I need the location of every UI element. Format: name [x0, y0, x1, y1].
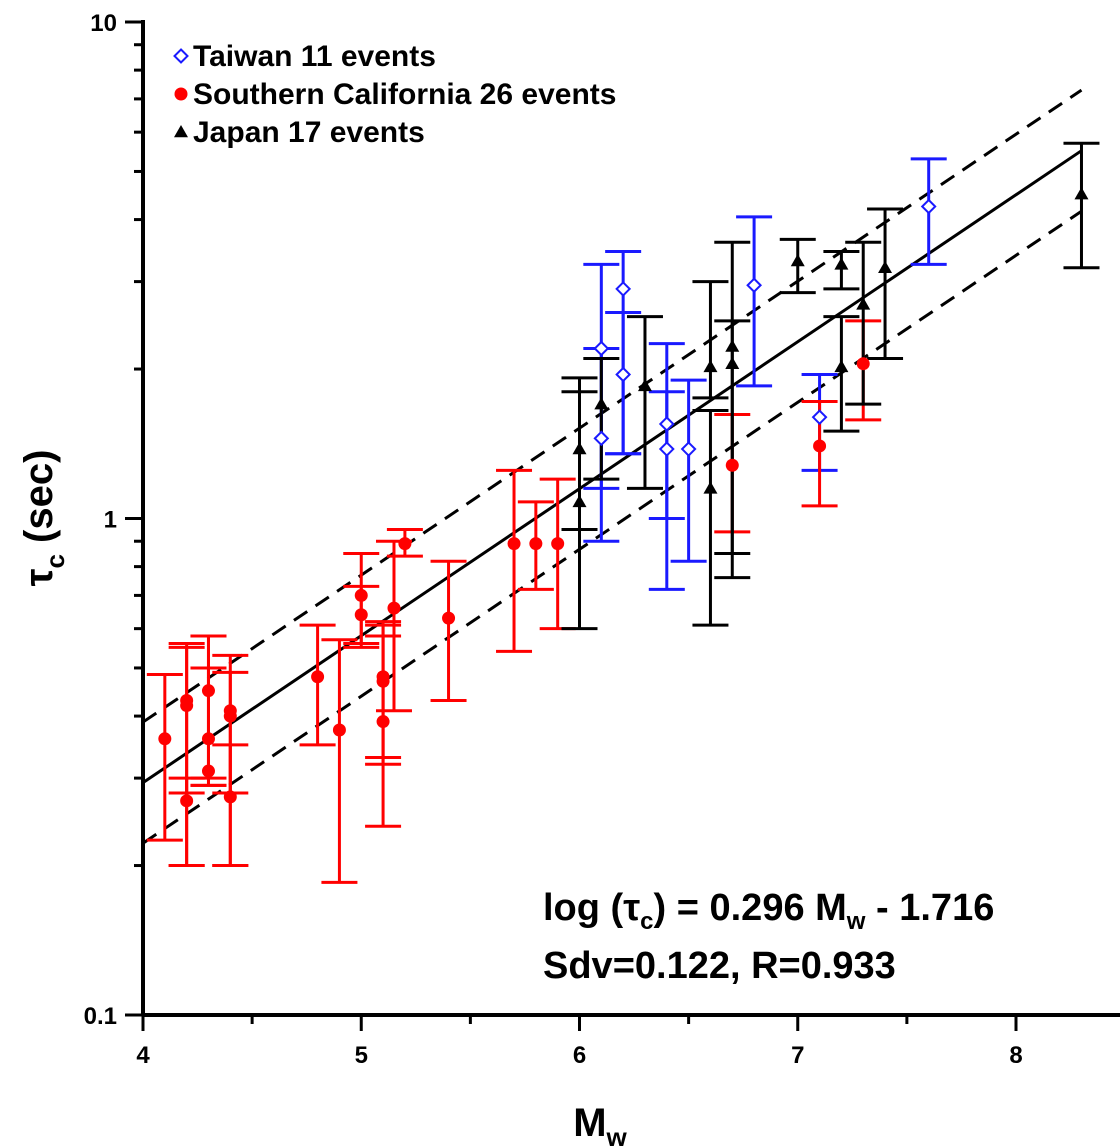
data-point-taiwan: [173, 48, 189, 64]
fit-equation: log (τc) = 0.296 Mw - 1.716: [543, 887, 994, 935]
eq-suffix: - 1.716: [865, 887, 994, 929]
eq-mw-sub: w: [846, 908, 866, 935]
data-point-taiwan: [658, 441, 675, 457]
data-point-japan: [834, 257, 849, 270]
data-point-california: [332, 723, 346, 737]
data-point-california: [856, 357, 870, 371]
x-axis-title: Mw: [573, 1101, 627, 1146]
data-point-japan: [725, 339, 740, 352]
data-point-california: [223, 790, 237, 804]
legend: Taiwan 11 events Southern California 26 e…: [173, 40, 616, 149]
y-tick-label: 0.1: [84, 1003, 117, 1030]
data-point-japan: [725, 356, 740, 369]
data-point-taiwan: [593, 340, 610, 357]
y-axis-title-rest: (sec): [17, 450, 61, 555]
data-point-california: [201, 732, 215, 746]
data-point-california: [223, 709, 237, 723]
data-point-taiwan: [658, 416, 675, 432]
data-point-california: [201, 684, 215, 698]
eq-mid: ) = 0.296 M: [654, 887, 847, 929]
data-point-japan: [878, 260, 893, 273]
legend-entry-label: Japan 17 events: [193, 116, 425, 149]
data-point-taiwan: [615, 366, 632, 383]
fit-stats: Sdv=0.122, R=0.933: [543, 945, 896, 987]
data-point-california: [376, 674, 390, 688]
error-bars: [146, 141, 1100, 884]
x-tick-label: 4: [136, 1042, 150, 1069]
y-axis-title: τc (sec): [17, 450, 70, 587]
data-point-california: [442, 611, 456, 625]
data-point-japan: [834, 359, 849, 373]
x-tick-label: 8: [1009, 1042, 1022, 1069]
data-point-japan: [572, 494, 587, 508]
data-point-california: [201, 764, 215, 778]
x-axis-title-sub: w: [606, 1122, 628, 1146]
data-point-california: [398, 537, 412, 551]
eq-prefix: log (: [543, 887, 624, 929]
data-point-japan: [1074, 187, 1089, 200]
data-point-japan: [703, 481, 718, 494]
data-point-california: [507, 537, 521, 551]
data-point-japan: [703, 359, 718, 373]
data-point-california: [180, 699, 194, 713]
data-point-california: [180, 794, 194, 808]
y-tick-label: 1: [104, 507, 117, 534]
fit-line: [142, 149, 1083, 784]
x-tick-label: 6: [573, 1042, 586, 1069]
data-point-california: [376, 715, 390, 729]
x-tick-label: 5: [355, 1042, 368, 1069]
y-tick-label: 10: [90, 10, 117, 37]
data-point-taiwan: [615, 281, 632, 297]
data-point-california: [311, 670, 325, 684]
data-point-california: [813, 439, 827, 453]
data-point-japan: [174, 125, 188, 138]
fit-upper-bound: [142, 88, 1083, 724]
legend-entry-label: Taiwan 11 events: [193, 40, 436, 73]
eq-tau-sub: c: [640, 908, 653, 935]
data-point-japan: [637, 378, 652, 392]
data-point-taiwan: [746, 277, 763, 294]
data-point-california: [529, 537, 543, 551]
data-point-california: [158, 732, 172, 746]
data-point-japan: [572, 442, 587, 455]
data-point-california: [354, 588, 368, 602]
data-point-california: [174, 87, 188, 101]
y-axis-title-main: τ: [17, 568, 61, 586]
data-point-california: [387, 601, 401, 615]
fit-lower-bound: [142, 210, 1083, 845]
data-point-taiwan: [680, 441, 697, 457]
legend-entry-label: Southern California 26 events: [193, 78, 616, 111]
data-point-japan: [856, 297, 871, 310]
data-point-california: [551, 537, 565, 551]
data-point-california: [725, 458, 739, 472]
x-axis-title-main: M: [573, 1101, 606, 1145]
y-axis-title-sub: c: [40, 554, 70, 568]
markers: [158, 187, 1089, 808]
data-point-california: [354, 608, 368, 622]
data-point-taiwan: [920, 198, 937, 215]
data-point-japan: [790, 254, 805, 267]
data-point-japan: [594, 397, 609, 410]
fit-lines: [142, 88, 1083, 845]
data-point-taiwan: [593, 430, 610, 447]
data-point-taiwan: [811, 409, 828, 426]
x-tick-label: 7: [791, 1042, 804, 1069]
axes: 4 5 6 7 8 0.1 1 10: [84, 10, 1120, 1069]
eq-tau: τ: [623, 887, 640, 929]
